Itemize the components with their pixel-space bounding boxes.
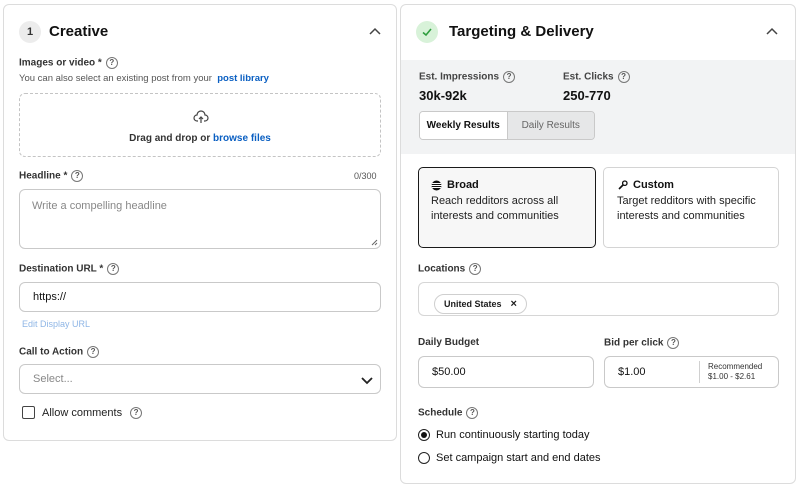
cta-placeholder: Select... <box>33 373 73 385</box>
media-hint: You can also select an existing post fro… <box>19 73 269 84</box>
radio-selected[interactable] <box>418 429 430 441</box>
complete-badge <box>416 21 438 43</box>
schedule-option-dates[interactable]: Set campaign start and end dates <box>418 452 601 464</box>
daily-budget-input[interactable]: $50.00 <box>418 356 594 388</box>
help-icon[interactable]: ? <box>87 346 100 358</box>
headline-label: Headline * <box>19 170 68 182</box>
schedule-label-row: Schedule? <box>418 407 479 419</box>
custom-title: Custom <box>633 179 674 191</box>
media-hint-text: You can also select an existing post fro… <box>19 73 212 84</box>
custom-targeting-card[interactable]: Custom Target redditors with specific in… <box>603 167 779 248</box>
locations-label: Locations <box>418 263 466 275</box>
headline-counter: 0/300 <box>354 171 377 181</box>
broad-card-content: Broad Reach redditors across all interes… <box>431 179 586 224</box>
broad-title: Broad <box>447 179 479 191</box>
drop-text: Drag and drop or <box>129 133 211 144</box>
locations-input[interactable]: United States × <box>418 282 779 316</box>
destination-url-input[interactable]: https:// <box>19 282 381 312</box>
help-icon[interactable]: ? <box>71 170 84 182</box>
destination-label: Destination URL * <box>19 263 104 275</box>
daily-budget-value: $50.00 <box>432 366 466 378</box>
schedule-option-continuous[interactable]: Run continuously starting today <box>418 429 589 441</box>
destination-label-row: Destination URL *? <box>19 263 120 275</box>
allow-comments-label: Allow comments <box>42 407 123 419</box>
remove-location-icon[interactable]: × <box>510 298 517 310</box>
help-icon[interactable]: ? <box>503 71 516 83</box>
budget-label: Daily Budget <box>418 337 480 348</box>
help-icon[interactable]: ? <box>107 263 120 275</box>
headline-input[interactable]: Write a compelling headline <box>19 189 381 249</box>
clicks-value: 250-770 <box>563 88 611 103</box>
chevron-up-icon[interactable] <box>367 24 383 40</box>
broad-icon <box>431 180 442 190</box>
impressions-value: 30k-92k <box>419 88 467 103</box>
wrench-icon <box>618 179 628 190</box>
upload-icon <box>193 110 209 123</box>
cta-label-row: Call to Action? <box>19 346 100 358</box>
destination-url-value: https:// <box>33 291 67 303</box>
post-library-link[interactable]: post library <box>217 73 269 84</box>
cta-label: Call to Action <box>19 346 84 358</box>
impressions-label-row: Est. Impressions? <box>419 71 516 83</box>
radio-unselected[interactable] <box>418 452 430 464</box>
edit-display-url-link[interactable]: Edit Display URL <box>22 319 91 329</box>
broad-targeting-card[interactable]: Broad Reach redditors across all interes… <box>418 167 596 248</box>
clicks-label-row: Est. Clicks? <box>563 71 630 83</box>
impressions-label: Est. Impressions <box>419 71 500 83</box>
chevron-down-icon <box>361 377 373 385</box>
broad-description: Reach redditors across all interests and… <box>431 195 559 222</box>
recommended-range: $1.00 - $2.61 <box>708 372 756 381</box>
help-icon[interactable]: ? <box>667 337 680 349</box>
targeting-title: Targeting & Delivery <box>449 23 594 40</box>
headline-label-row: Headline *? <box>19 170 84 182</box>
results-toggle: Weekly Results Daily Results <box>419 111 595 140</box>
schedule-option-label: Run continuously starting today <box>436 429 590 441</box>
resize-handle-icon[interactable] <box>371 239 378 246</box>
schedule-label: Schedule <box>418 407 463 419</box>
cta-select[interactable]: Select... <box>19 364 381 394</box>
bid-label: Bid per click <box>604 337 664 349</box>
broad-title-row: Broad <box>431 179 586 191</box>
drop-text-row: Drag and drop or browse files <box>20 133 380 144</box>
locations-label-row: Locations? <box>418 263 482 275</box>
bid-per-click-input[interactable]: $1.00 Recommended $1.00 - $2.61 <box>604 356 779 388</box>
browse-files-link[interactable]: browse files <box>213 133 271 144</box>
help-icon[interactable]: ? <box>105 57 118 69</box>
media-label: Images or video * <box>19 57 102 69</box>
media-label-row: Images or video *? <box>19 57 118 69</box>
help-icon[interactable]: ? <box>130 407 143 420</box>
step-number: 1 <box>19 21 41 43</box>
help-icon[interactable]: ? <box>617 71 630 83</box>
recommended-bid: Recommended $1.00 - $2.61 <box>708 362 762 382</box>
help-icon[interactable]: ? <box>466 407 479 419</box>
bid-label-row: Bid per click? <box>604 337 680 349</box>
recommended-label: Recommended <box>708 362 763 371</box>
location-chip: United States × <box>434 294 527 314</box>
chevron-up-icon[interactable] <box>764 24 780 40</box>
allow-comments-row: Allow comments? <box>42 407 143 420</box>
tab-weekly-results[interactable]: Weekly Results <box>420 112 507 139</box>
bid-divider <box>699 361 700 383</box>
bid-value: $1.00 <box>618 366 646 378</box>
custom-title-row: Custom <box>617 179 772 191</box>
creative-title: Creative <box>49 23 109 40</box>
targeting-panel: Targeting & Delivery Est. Impressions? 3… <box>400 4 796 484</box>
clicks-label: Est. Clicks <box>563 71 614 83</box>
help-icon[interactable]: ? <box>469 263 482 275</box>
schedule-option-label: Set campaign start and end dates <box>436 452 601 464</box>
allow-comments-checkbox[interactable] <box>22 406 35 419</box>
location-chip-label: United States <box>444 299 502 309</box>
custom-card-content: Custom Target redditors with specific in… <box>617 179 772 224</box>
check-icon <box>422 28 432 37</box>
headline-placeholder: Write a compelling headline <box>32 200 167 212</box>
tab-daily-results[interactable]: Daily Results <box>506 112 594 139</box>
creative-panel: 1 Creative Images or video *? You can al… <box>3 4 397 441</box>
custom-description: Target redditors with specific interests… <box>617 195 756 222</box>
media-dropzone[interactable]: Drag and drop or browse files <box>19 93 381 157</box>
